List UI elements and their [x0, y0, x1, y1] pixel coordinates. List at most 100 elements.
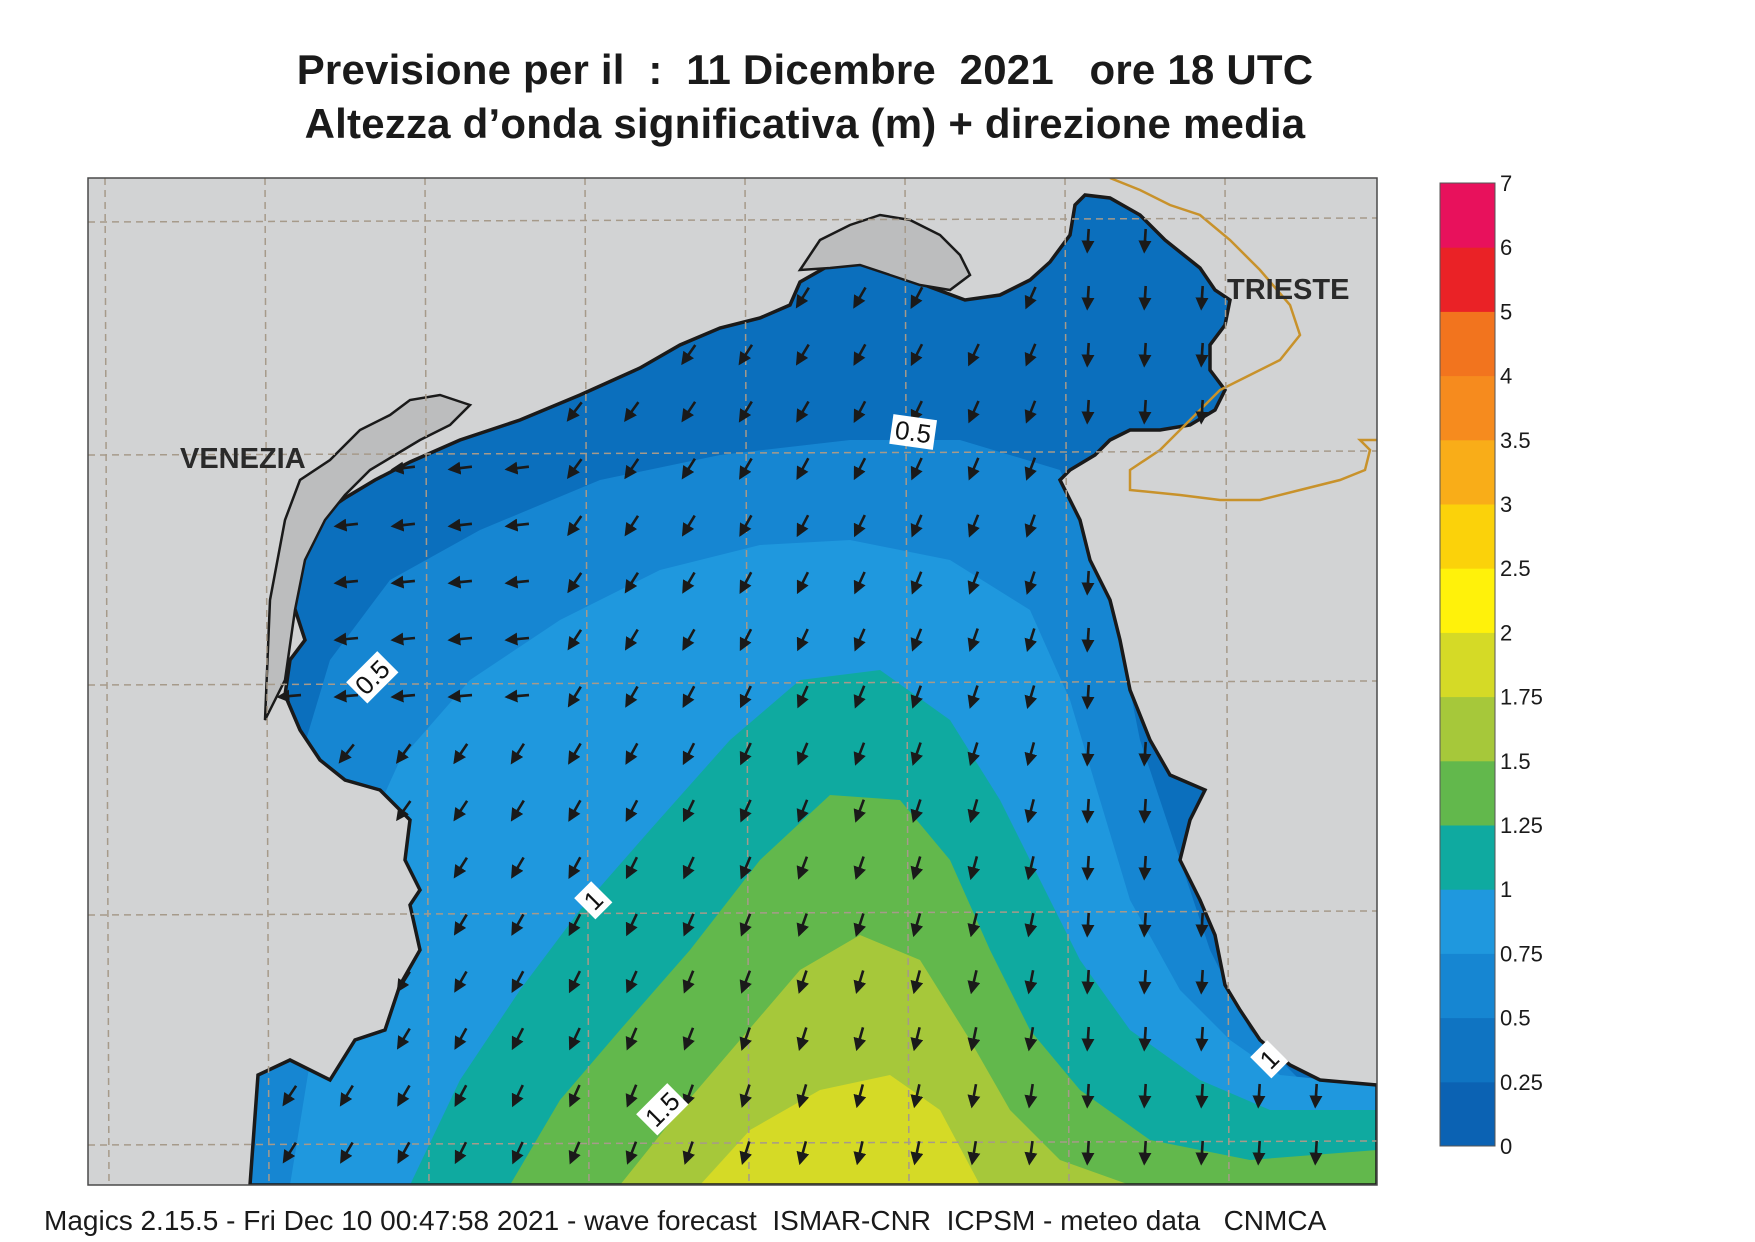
colorbar-swatch	[1440, 825, 1495, 890]
direction-arrow	[504, 518, 530, 532]
direction-arrow	[511, 1027, 525, 1051]
direction-arrow	[967, 856, 981, 881]
direction-arrow	[967, 571, 980, 595]
direction-arrow	[682, 571, 696, 594]
direction-arrow	[1138, 741, 1152, 767]
direction-arrow	[853, 970, 867, 994]
direction-arrow	[625, 970, 638, 994]
direction-arrow	[967, 1026, 981, 1052]
direction-arrow	[504, 689, 530, 703]
direction-arrow	[853, 1027, 867, 1052]
direction-arrow	[681, 458, 696, 480]
direction-arrow	[568, 913, 582, 937]
direction-arrow	[1195, 399, 1209, 425]
direction-arrow	[1309, 1140, 1323, 1166]
city-label-trieste: TRIESTE	[1227, 274, 1349, 306]
direction-arrow	[454, 1027, 468, 1050]
direction-arrow	[447, 518, 473, 532]
direction-arrow	[910, 457, 923, 481]
direction-arrow	[504, 632, 530, 646]
direction-arrow	[1024, 798, 1038, 824]
direction-arrow	[568, 1084, 581, 1108]
direction-arrow	[396, 800, 412, 822]
direction-arrow	[447, 689, 473, 703]
colorbar-tick-label: 7	[1500, 171, 1512, 196]
direction-arrow	[738, 400, 753, 423]
direction-arrow	[390, 461, 416, 475]
colorbar-swatch	[1440, 632, 1495, 698]
direction-arrow	[739, 913, 752, 937]
direction-arrow	[1081, 285, 1095, 311]
wave-direction-arrows	[276, 228, 1323, 1166]
direction-arrow	[796, 742, 809, 766]
direction-arrow	[1252, 1083, 1266, 1109]
direction-arrow	[853, 343, 867, 366]
direction-arrow	[1024, 286, 1037, 310]
colorbar-tick-label: 5	[1500, 299, 1512, 324]
direction-arrow	[397, 1084, 411, 1107]
direction-arrow	[796, 628, 809, 652]
direction-arrow	[795, 287, 810, 309]
direction-arrow	[796, 913, 809, 937]
grid-parallel	[88, 680, 1377, 686]
direction-arrow	[853, 514, 866, 538]
direction-arrow	[625, 742, 639, 765]
direction-arrow	[454, 1141, 468, 1165]
direction-arrow	[682, 628, 696, 651]
grid-parallel	[88, 217, 1377, 223]
direction-arrow	[1195, 1140, 1209, 1166]
colorbar-tick-label: 3	[1500, 492, 1512, 517]
direction-arrow	[504, 461, 530, 475]
direction-arrow	[568, 799, 582, 822]
direction-arrow	[853, 742, 866, 766]
direction-arrow	[853, 571, 866, 595]
colorbar-swatch	[1440, 183, 1495, 248]
direction-arrow	[681, 401, 697, 423]
direction-arrow	[390, 575, 416, 589]
direction-arrow	[967, 799, 981, 824]
direction-arrow	[967, 1140, 981, 1166]
direction-arrow	[1081, 228, 1095, 254]
direction-arrow	[682, 1141, 695, 1165]
direction-arrow	[910, 1084, 924, 1109]
colorbar-swatch	[1440, 247, 1495, 312]
city-label-venezia: VENEZIA	[180, 443, 306, 475]
direction-arrow	[1081, 399, 1095, 425]
colorbar-tick-label: 0	[1500, 1134, 1512, 1159]
direction-arrow	[339, 1084, 354, 1107]
direction-arrow	[967, 457, 980, 481]
direction-arrow	[282, 1085, 298, 1107]
title-line-2: Altezza d’onda significativa (m) + direz…	[304, 100, 1306, 147]
direction-arrow	[504, 575, 530, 589]
direction-arrow	[390, 518, 416, 532]
direction-arrow	[681, 514, 696, 537]
grado-lagoon	[797, 213, 972, 292]
direction-arrow	[1195, 285, 1209, 311]
direction-arrow	[682, 856, 695, 880]
colorbar: 0 0.25 0.5 0.75 1 1.25 1.5 1.75 2 2.5 3 3.5 4 5 6 7	[1439, 171, 1543, 1159]
direction-arrow	[853, 286, 867, 309]
direction-arrow	[511, 856, 525, 879]
direction-arrow	[739, 514, 753, 537]
direction-arrow	[796, 1027, 810, 1051]
national-border	[1109, 178, 1377, 502]
direction-arrow	[1024, 400, 1037, 424]
direction-arrow	[624, 515, 640, 537]
direction-arrow	[796, 1084, 810, 1109]
direction-arrow	[1024, 1140, 1038, 1166]
colorbar-swatch	[1440, 504, 1495, 569]
direction-arrow	[333, 518, 359, 532]
direction-arrow	[796, 970, 809, 994]
direction-arrow	[853, 628, 866, 652]
direction-arrow	[625, 685, 639, 708]
direction-arrow	[1138, 285, 1152, 311]
colorbar-tick-label: 6	[1500, 235, 1512, 260]
direction-arrow	[910, 1140, 924, 1166]
direction-arrow	[1309, 1083, 1323, 1109]
direction-arrow	[967, 1083, 981, 1109]
direction-arrow	[511, 913, 525, 936]
direction-arrow	[1195, 1026, 1209, 1052]
direction-arrow	[1138, 798, 1152, 824]
direction-arrow	[510, 743, 525, 765]
grid-parallel	[88, 450, 1377, 456]
